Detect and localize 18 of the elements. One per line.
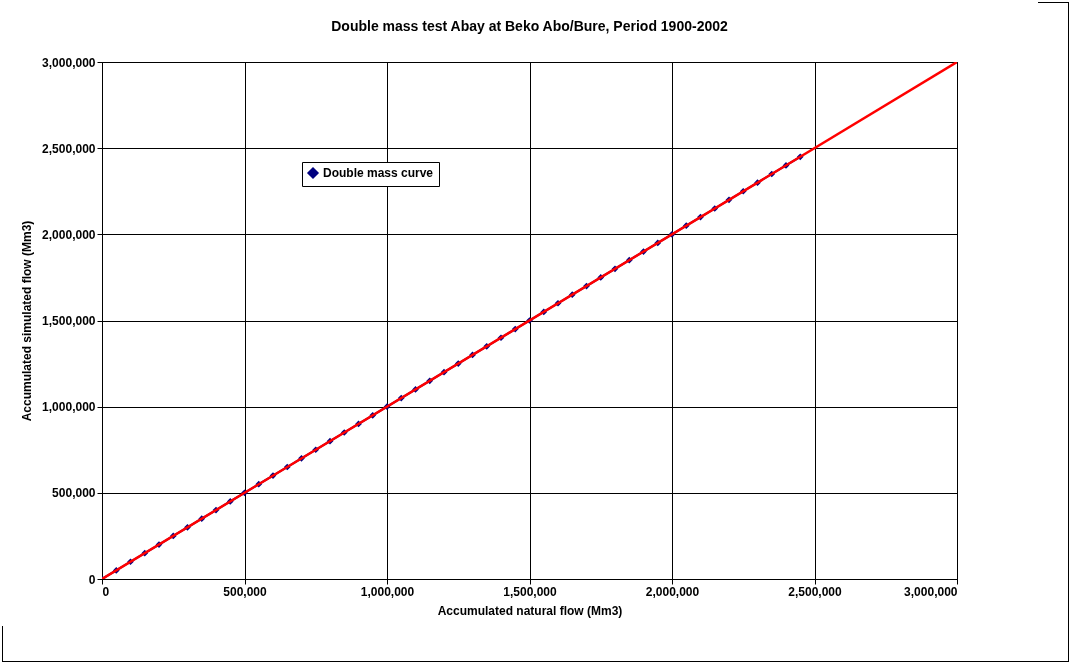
- y-tick-label: 2,000,000: [42, 227, 96, 242]
- x-tick-label: 2,000,000: [645, 584, 700, 599]
- x-tick-label: 2,500,000: [788, 584, 843, 599]
- x-tick-label: 500,000: [223, 584, 268, 599]
- y-tick-label: 1,500,000: [42, 314, 96, 328]
- y-axis-title: Accumulated simulated flow (Mm3): [20, 220, 35, 422]
- x-tick-label: 3,000,000: [904, 584, 958, 599]
- y-tick-label: 0: [88, 572, 96, 587]
- y-tick-label: 1,000,000: [42, 400, 96, 415]
- x-tick-label: 0: [102, 584, 110, 599]
- y-tick-label: 500,000: [52, 486, 96, 501]
- x-tick-label: 1,500,000: [503, 584, 558, 599]
- chart-title: Double mass test Abay at Beko Abo/Bure, Period 1900-2002: [331, 18, 728, 34]
- y-tick-label: 3,000,000: [42, 55, 96, 70]
- x-axis-title: Accumulated natural flow (Mm3): [437, 603, 623, 618]
- x-tick-label: 1,000,000: [360, 584, 415, 599]
- legend-label: Double mass curve: [323, 166, 434, 180]
- y-tick-label: 2,500,000: [42, 141, 96, 156]
